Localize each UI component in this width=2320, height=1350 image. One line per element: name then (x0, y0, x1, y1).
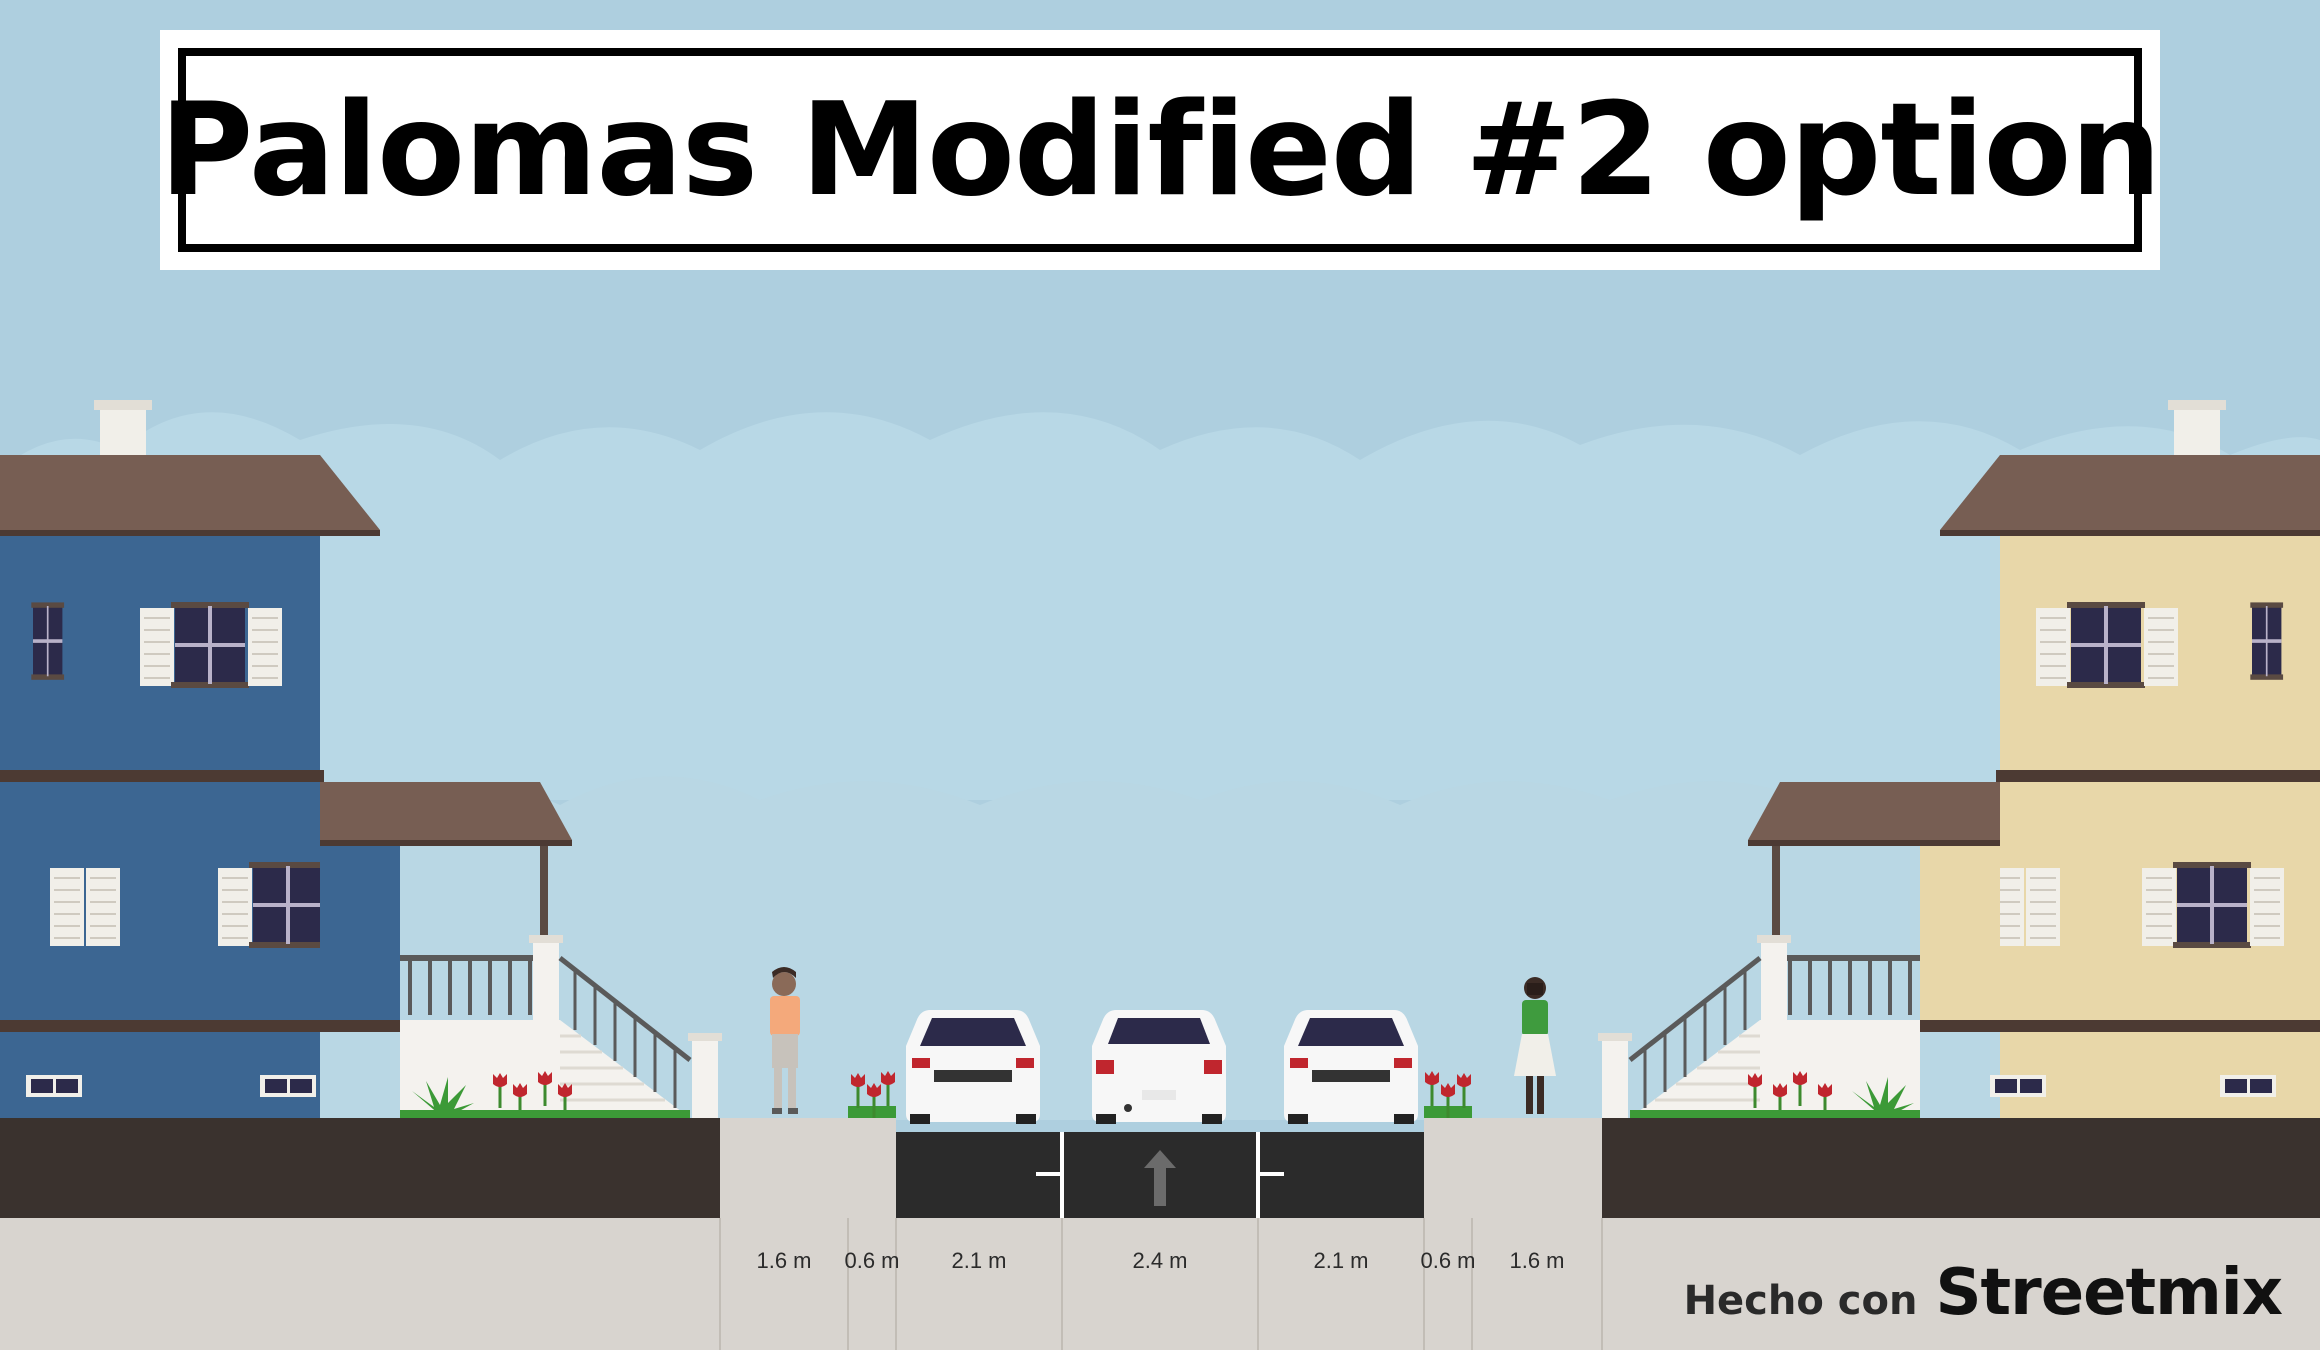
title-frame: Palomas Modified #2 option (160, 48, 2162, 252)
house-left-icon (0, 400, 722, 1120)
title-sign: Palomas Modified #2 option (160, 30, 2162, 270)
car-front-icon (1284, 1010, 1418, 1124)
credit-prefix: Hecho con (1683, 1278, 1918, 1324)
streetmix-logo: Streetmix (1935, 1256, 2283, 1330)
width-label: 2.4 m (1132, 1248, 1188, 1273)
car-rear-icon (1092, 1010, 1226, 1124)
curb-right (1602, 1118, 2320, 1218)
cloud-band-lower (0, 776, 2320, 1120)
width-label: 2.1 m (1313, 1248, 1369, 1273)
width-label: 1.6 m (756, 1248, 812, 1273)
width-label: 2.1 m (951, 1248, 1007, 1273)
lane-arrow-icon (1144, 1150, 1176, 1206)
streetmix-credit[interactable]: Hecho con Streetmix (1683, 1256, 2283, 1330)
pedestrian-icon (770, 967, 800, 1114)
curb-left (0, 1118, 720, 1218)
segment-dividers (719, 1218, 1603, 1350)
flower-icon (1423, 1069, 1473, 1120)
width-label: 1.6 m (1509, 1248, 1565, 1273)
lane-markings (1036, 1132, 1284, 1218)
flower-icon (848, 1069, 897, 1120)
width-label: 0.6 m (844, 1248, 900, 1273)
page-title: Palomas Modified #2 option (159, 75, 2162, 225)
width-label: 0.6 m (1420, 1248, 1476, 1273)
pedestrian-icon (1514, 977, 1556, 1114)
cloud-band-upper (0, 412, 2320, 800)
house-right-icon (1598, 400, 2320, 1120)
car-front-icon (906, 1010, 1040, 1124)
